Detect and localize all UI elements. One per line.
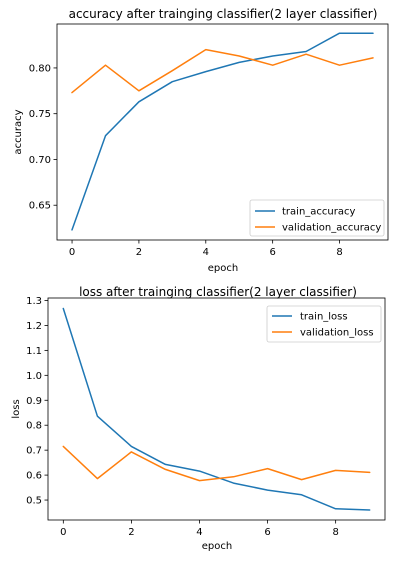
- y-axis-ticks: 0.5 0.6 0.7 0.8 0.9 1.0 1.1 1.2 1.3: [26, 296, 48, 507]
- accuracy-chart: accuracy after trainging classifier(2 la…: [13, 7, 389, 274]
- y-tick-label: 0.75: [29, 109, 51, 120]
- x-tick-label: 2: [128, 527, 134, 538]
- series-lines: [62, 307, 371, 511]
- y-tick-label: 1.2: [26, 321, 42, 332]
- legend: train_loss validation_loss: [266, 305, 382, 343]
- series-line-train-loss: [62, 307, 371, 511]
- series-line-validation-loss: [62, 445, 371, 482]
- x-tick-label: 6: [269, 247, 275, 258]
- x-tick-label: 2: [136, 247, 142, 258]
- plot-area: [47, 297, 386, 521]
- y-tick-label: 1.1: [26, 346, 42, 357]
- x-tick-label: 8: [332, 527, 338, 538]
- y-tick-label: 1.0: [26, 371, 42, 382]
- x-axis-ticks: 0 2 4 6 8: [60, 520, 339, 538]
- plot-area: [56, 23, 389, 241]
- y-tick-label: 1.3: [26, 296, 42, 307]
- x-tick-label: 0: [69, 247, 75, 258]
- x-axis-label: epoch: [202, 541, 232, 552]
- series-line-validation-accuracy: [71, 48, 374, 94]
- y-tick-label: 0.5: [26, 496, 42, 507]
- y-tick-label: 0.6: [26, 471, 42, 482]
- loss-chart: loss after trainging classifier(2 layer …: [11, 285, 386, 552]
- x-tick-label: 8: [336, 247, 342, 258]
- x-tick-label: 4: [196, 527, 202, 538]
- legend-frame: [266, 305, 382, 343]
- y-axis-label: accuracy: [13, 109, 24, 154]
- y-tick-label: 0.8: [26, 421, 42, 432]
- series-line-train-accuracy: [71, 32, 374, 231]
- x-axis-ticks: 0 2 4 6 8: [69, 240, 343, 258]
- x-tick-label: 6: [264, 527, 270, 538]
- legend-frame: [249, 199, 385, 237]
- y-tick-label: 0.65: [29, 201, 51, 212]
- x-tick-label: 0: [60, 527, 66, 538]
- chart-title: accuracy after trainging classifier(2 la…: [69, 7, 378, 21]
- y-axis-ticks: 0.65 0.70 0.75 0.80: [29, 63, 57, 212]
- legend-label-validation-loss: validation_loss: [300, 328, 374, 339]
- legend-label-train-accuracy: train_accuracy: [282, 207, 355, 218]
- legend-label-train-loss: train_loss: [300, 312, 348, 323]
- y-tick-label: 0.7: [26, 446, 42, 457]
- legend-label-validation-accuracy: validation_accuracy: [282, 223, 381, 234]
- y-tick-label: 0.80: [29, 63, 51, 74]
- chart-title: loss after trainging classifier(2 layer …: [79, 285, 357, 299]
- x-axis-label: epoch: [208, 263, 238, 274]
- x-tick-label: 4: [203, 247, 209, 258]
- y-tick-label: 0.9: [26, 396, 42, 407]
- y-axis-label: loss: [11, 399, 22, 418]
- series-lines: [71, 32, 374, 231]
- y-tick-label: 0.70: [29, 155, 51, 166]
- legend: train_accuracy validation_accuracy: [249, 199, 385, 237]
